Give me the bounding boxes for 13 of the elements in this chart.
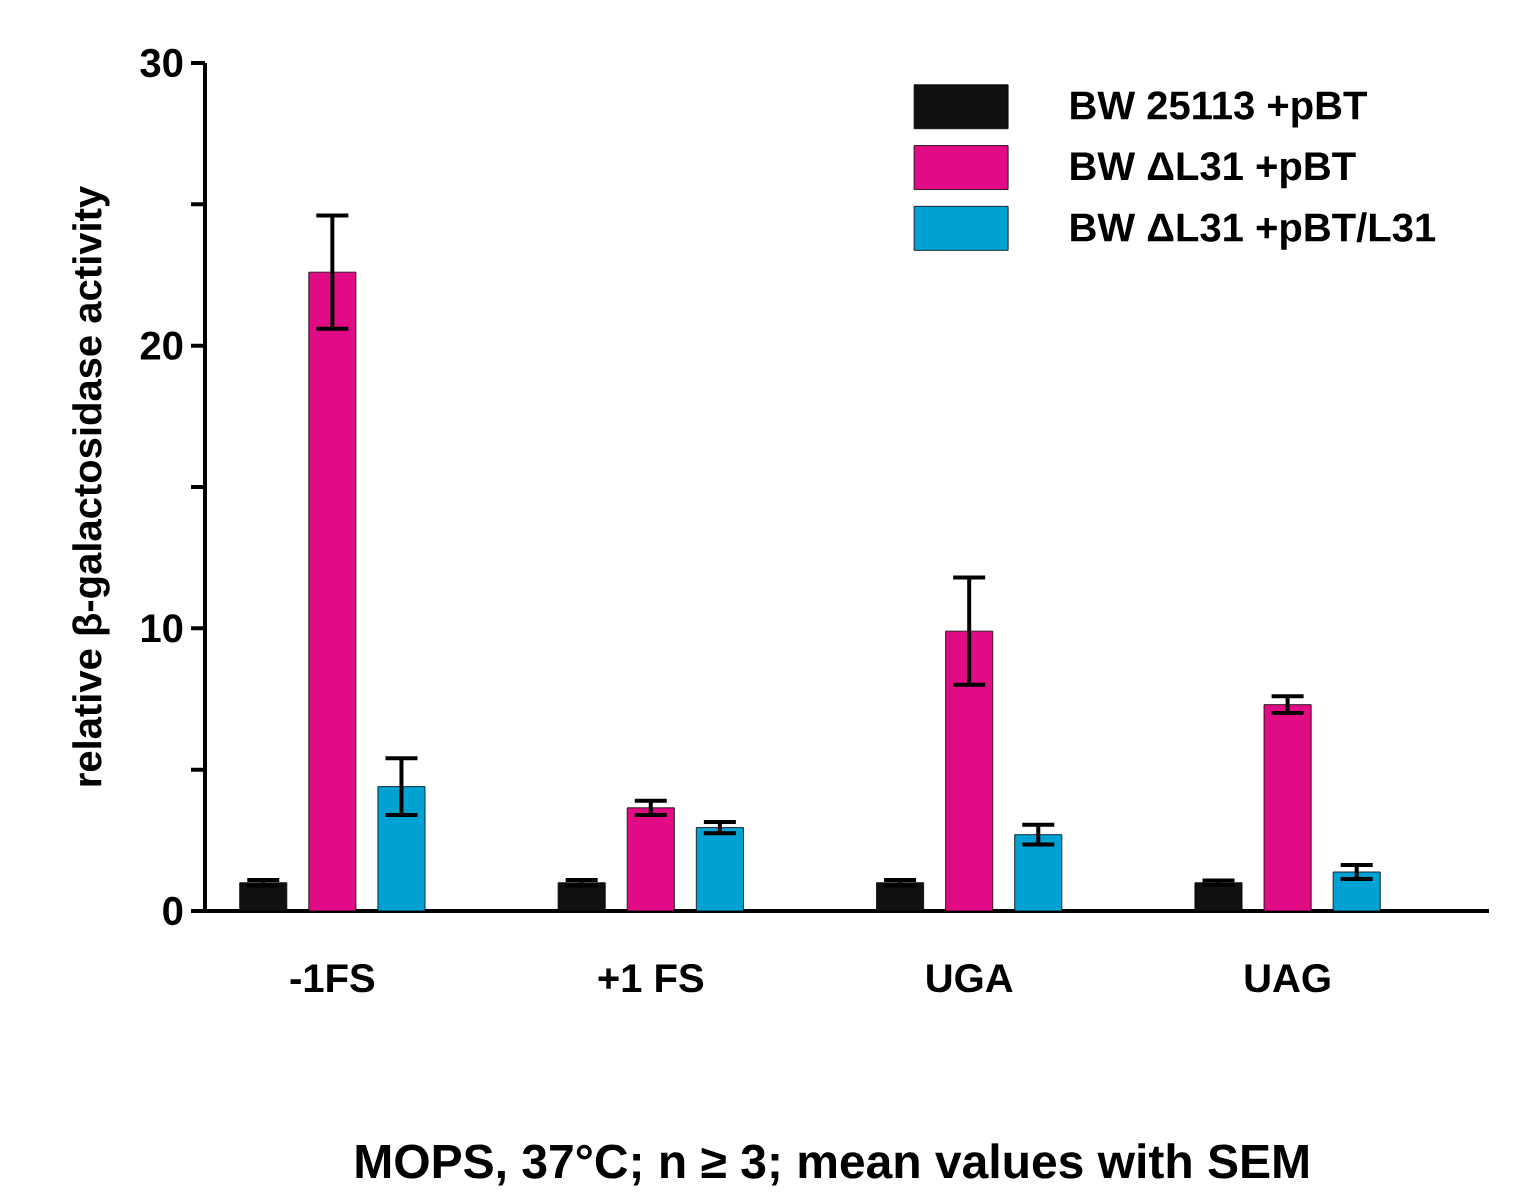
legend-label: BW ΔL31 +pBT/L31 [1071, 212, 1436, 250]
x-tick-label: UGA [927, 964, 1013, 993]
x-tick-label: -1FS [290, 964, 375, 993]
x-tick-label: UAG [1245, 964, 1330, 993]
legend-label: BW ΔL31 +pBT [1071, 152, 1356, 189]
y-tick-label: 0 [163, 896, 183, 926]
legend-label: BW 25113 +pBT [1071, 91, 1368, 128]
y-axis-title: relative β-galactosidase activity [72, 186, 110, 786]
y-tick-label: 20 [140, 331, 183, 360]
text: MOPS, 37°C; n ≥ 3; mean values with SEM [356, 1143, 1308, 1186]
y-tick-label: 10 [141, 614, 183, 643]
y-tick-label: 30 [140, 48, 183, 78]
x-tick-label: +1 FS [598, 964, 704, 993]
